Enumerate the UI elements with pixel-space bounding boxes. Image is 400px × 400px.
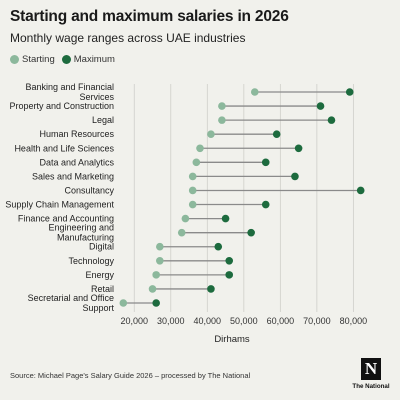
maximum-point: [247, 228, 255, 237]
category-label: Data and Analytics: [39, 157, 114, 167]
category-label: Banking and Financial: [25, 82, 114, 92]
starting-point: [192, 158, 201, 167]
maximum-point: [272, 130, 281, 138]
maximum-point: [207, 285, 215, 293]
starting-point: [188, 186, 197, 195]
category-label: Sales and Marketing: [32, 171, 114, 181]
maximum-point: [261, 200, 270, 209]
starting-point: [119, 299, 128, 307]
maximum-point: [316, 102, 325, 110]
maximum-point: [294, 144, 303, 153]
legend-maximum-label: Maximum: [73, 54, 115, 65]
category-label: Health and Life Sciences: [14, 143, 114, 153]
category-label: Digital: [89, 242, 114, 252]
maximum-point: [221, 214, 230, 223]
starting-point: [250, 88, 259, 96]
category-label: Secretarial and Office: [28, 293, 114, 303]
category-label: Technology: [68, 256, 114, 266]
maximum-point: [225, 257, 234, 265]
category-label: Finance and Accounting: [18, 214, 114, 224]
chart-title: Starting and maximum salaries in 2026: [10, 8, 289, 25]
starting-point: [177, 228, 186, 237]
x-tick-label: 50,000: [230, 316, 258, 326]
starting-point: [188, 172, 197, 181]
category-label: Retail: [91, 284, 114, 294]
maximum-point: [345, 88, 354, 96]
x-tick-label: 20,000: [120, 316, 148, 326]
category-label: Engineering and: [48, 223, 114, 233]
maximum-point: [291, 172, 299, 181]
category-label: Human Resources: [39, 129, 114, 139]
x-tick-label: 60,000: [267, 316, 295, 326]
legend-maximum-marker: [61, 55, 71, 64]
source-note: Source: Michael Page's Salary Guide 2026…: [10, 371, 251, 380]
legend-starting-label: Starting: [22, 54, 55, 65]
category-label: Services: [79, 92, 114, 102]
x-axis-label: Dirhams: [214, 334, 250, 345]
starting-point: [218, 102, 226, 110]
category-label: Manufacturing: [57, 233, 114, 243]
x-tick-label: 30,000: [157, 316, 185, 326]
starting-point: [218, 116, 226, 124]
maximum-point: [356, 186, 365, 195]
category-label: Energy: [85, 270, 114, 280]
legend: Starting Maximum: [10, 54, 122, 65]
logo-wordmark: The National: [352, 383, 390, 390]
maximum-point: [261, 158, 270, 167]
starting-point: [148, 285, 157, 293]
logo-mark: N: [361, 358, 381, 380]
starting-point: [181, 214, 190, 223]
maximum-point: [327, 116, 336, 124]
chart-subtitle: Monthly wage ranges across UAE industrie…: [10, 31, 246, 45]
category-label: Property and Construction: [9, 101, 114, 111]
starting-point: [188, 200, 197, 209]
starting-point: [196, 144, 204, 153]
category-label: Supply Chain Management: [5, 200, 114, 210]
starting-point: [207, 130, 215, 138]
maximum-point: [152, 299, 160, 307]
category-label: Legal: [92, 115, 114, 125]
the-national-logo: N The National: [350, 358, 392, 396]
starting-point: [152, 271, 160, 279]
category-label: Support: [82, 303, 114, 313]
x-tick-label: 70,000: [303, 316, 331, 326]
legend-item-starting: Starting: [10, 54, 55, 65]
maximum-point: [214, 242, 223, 251]
x-tick-label: 40,000: [194, 316, 222, 326]
starting-point: [156, 242, 164, 251]
legend-item-maximum: Maximum: [61, 54, 115, 65]
maximum-point: [225, 271, 234, 279]
x-tick-label: 80,000: [340, 316, 368, 326]
category-label: Consultancy: [64, 185, 114, 195]
starting-point: [156, 257, 164, 265]
legend-starting-marker: [10, 55, 19, 64]
